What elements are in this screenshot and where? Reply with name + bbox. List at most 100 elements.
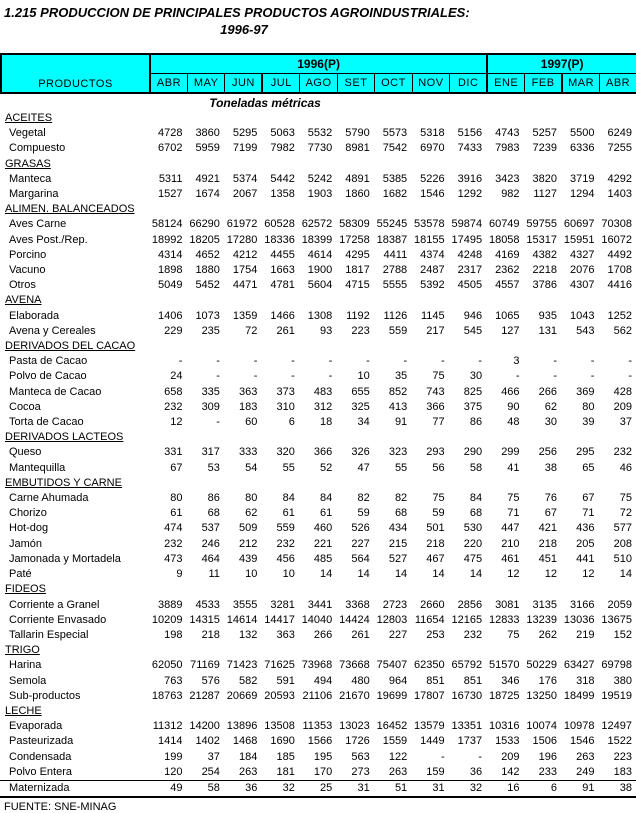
value-cell: 66290 (189, 218, 220, 231)
month-header: ABR (149, 73, 188, 94)
value-cell: 5242 (307, 172, 333, 185)
value-cell: 12 (544, 568, 557, 581)
section-header: LECHE (5, 704, 42, 717)
value-cell: 6 (288, 416, 295, 429)
month-header: NOV (411, 73, 451, 94)
value-cell: 434 (388, 522, 408, 535)
value-cell: 510 (613, 552, 632, 565)
value-cell: 31 (336, 779, 374, 799)
value-cell: 13250 (526, 689, 557, 702)
value-cell: 4533 (195, 598, 220, 611)
value-cell: 24 (170, 370, 183, 383)
value-cell: 591 (276, 674, 295, 687)
value-cell: 14417 (264, 613, 295, 626)
value-cell: 1566 (307, 735, 333, 748)
value-cell: 935 (538, 309, 557, 322)
value-cell: 10 (245, 568, 258, 581)
value-cell: 1900 (307, 264, 333, 277)
value-cell: 1468 (232, 735, 258, 748)
month-header: JUN (224, 73, 263, 94)
value-cell: 49 (149, 779, 187, 799)
value-cell: 18336 (264, 233, 295, 246)
table-row: Aves Post./Rep. 18992 18205 17280 18336 18399… (0, 233, 636, 248)
value-cell: 4314 (157, 248, 183, 261)
value-cell: 13239 (526, 613, 557, 626)
value-cell: 47 (357, 461, 370, 474)
value-cell: 2067 (232, 188, 258, 201)
section-row: AVENA (0, 293, 636, 308)
value-cell: 75 (432, 370, 445, 383)
value-cell: 4455 (270, 248, 295, 261)
value-cell: 494 (313, 674, 333, 687)
value-cell: 12803 (376, 613, 408, 626)
value-cell: 413 (388, 400, 408, 413)
value-cell: 31 (411, 779, 449, 799)
value-cell: 17280 (226, 233, 258, 246)
value-cell: 220 (463, 537, 483, 550)
value-cell: 18725 (488, 689, 520, 702)
table-row: Porcino 4314 4652 4212 4455 4614 4295 4411 4374 4… (0, 248, 636, 263)
product-name: Elaborada (9, 309, 60, 322)
value-cell: - (291, 370, 295, 383)
value-cell: 53 (207, 461, 220, 474)
table-header: PRODUCTOS 1996(P) 1997(P) ABR MAY JUN JU… (0, 53, 636, 94)
product-name: Harina (9, 659, 42, 672)
table-row: Torta de Cacao 12 - 60 6 18 34 91 77 86 48 30 39 37 (0, 415, 636, 430)
value-cell: 5500 (569, 127, 595, 140)
product-name: Aves Post./Rep. (9, 233, 88, 246)
value-cell: 20593 (264, 689, 295, 702)
section-row: LECHE (0, 704, 636, 719)
value-cell: 4743 (495, 127, 520, 140)
product-name: Otros (9, 279, 36, 292)
value-cell: 38 (544, 461, 557, 474)
value-cell: 1358 (270, 188, 295, 201)
value-cell: 4295 (345, 248, 370, 261)
value-cell: 4307 (569, 279, 595, 292)
section-header: TRIGO (5, 644, 40, 657)
section-row: DERIVADOS LACTEOS (0, 430, 636, 445)
value-cell: - (216, 370, 220, 383)
value-cell: 91 (394, 416, 408, 429)
value-cell: 312 (313, 400, 333, 413)
value-cell: 5226 (420, 172, 445, 185)
product-name: Aves Carne (9, 218, 67, 231)
table-row: Queso 331 317 333 320 366 326 323 293 290 299 256 29… (0, 445, 636, 460)
value-cell: 1402 (195, 735, 220, 748)
value-cell: 4652 (195, 248, 220, 261)
value-cell: 2856 (457, 598, 483, 611)
value-cell: - (478, 355, 483, 368)
month-header: DIC (449, 73, 488, 94)
value-cell: 229 (164, 324, 183, 337)
value-cell: - (291, 355, 295, 368)
section-row: EMBUTIDOS Y CARNE (0, 476, 636, 491)
value-cell: 36 (469, 765, 483, 778)
value-cell: 16452 (376, 720, 408, 733)
value-cell: - (216, 355, 220, 368)
value-cell: 5049 (157, 279, 183, 292)
value-cell: 346 (501, 674, 520, 687)
value-cell: 263 (576, 750, 595, 763)
value-cell: 181 (276, 765, 295, 778)
value-cell: 67 (170, 461, 183, 474)
value-cell: 80 (170, 492, 183, 505)
product-name: Vegetal (9, 127, 46, 140)
value-cell: 964 (388, 674, 408, 687)
month-header: ABR (599, 73, 636, 94)
value-cell: 75 (432, 492, 445, 505)
value-cell: 205 (576, 537, 595, 550)
value-cell: 86 (207, 492, 220, 505)
value-cell: 249 (576, 765, 595, 778)
value-cell: 195 (313, 750, 333, 763)
value-cell: 82 (394, 492, 408, 505)
value-cell: 35 (394, 370, 408, 383)
section-header: AVENA (5, 294, 42, 307)
value-cell: 13036 (563, 613, 595, 626)
table-row: Manteca de Cacao 658 335 363 373 483 655 852 743… (0, 385, 636, 400)
product-name: Mantequilla (9, 461, 66, 474)
section-row: GRASAS (0, 157, 636, 172)
value-cell: 7983 (495, 142, 520, 155)
value-cell: 212 (239, 537, 258, 550)
value-cell: 658 (164, 385, 183, 398)
value-cell: 13351 (451, 720, 483, 733)
